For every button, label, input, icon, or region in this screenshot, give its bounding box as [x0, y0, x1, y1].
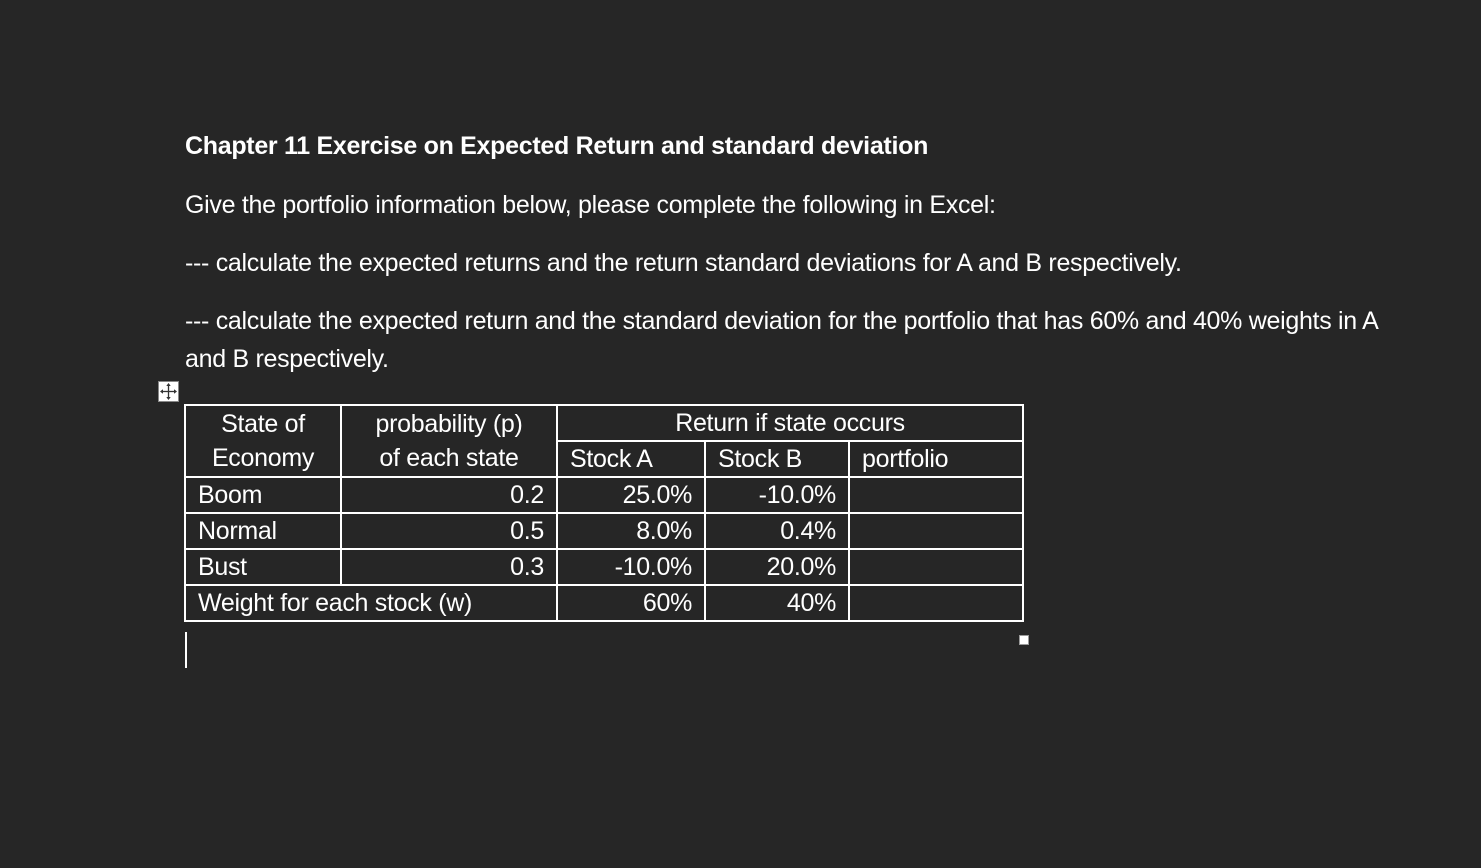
header-state-of-economy[interactable]: State of Economy: [184, 404, 342, 478]
table-row: Normal 0.5 8.0% 0.4%: [184, 512, 1024, 550]
cell-portfolio[interactable]: [848, 476, 1024, 514]
cell-stock-b[interactable]: 0.4%: [704, 512, 850, 550]
table-row: Bust 0.3 -10.0% 20.0%: [184, 548, 1024, 586]
header-portfolio[interactable]: portfolio: [848, 440, 1024, 478]
document-body: Chapter 11 Exercise on Expected Return a…: [185, 128, 1385, 378]
cell-stock-a[interactable]: 25.0%: [556, 476, 706, 514]
instruction-paragraph: Give the portfolio information below, pl…: [185, 191, 996, 219]
cell-stock-b[interactable]: 20.0%: [704, 548, 850, 586]
table-move-icon[interactable]: [158, 381, 179, 402]
header-return-group[interactable]: Return if state occurs: [556, 404, 1024, 442]
portfolio-table[interactable]: State of Economy probability (p) of each…: [184, 404, 1024, 622]
header-stock-b[interactable]: Stock B: [704, 440, 850, 478]
cell-weight-label[interactable]: Weight for each stock (w): [184, 584, 558, 622]
cell-stock-a[interactable]: 8.0%: [556, 512, 706, 550]
cell-portfolio[interactable]: [848, 512, 1024, 550]
text-cursor: [185, 632, 187, 668]
header-prob-line2: of each state: [379, 444, 519, 472]
table-row: Boom 0.2 25.0% -10.0%: [184, 476, 1024, 514]
cell-probability[interactable]: 0.5: [340, 512, 558, 550]
header-state-line2: Economy: [211, 444, 315, 472]
cell-stock-b[interactable]: -10.0%: [704, 476, 850, 514]
cell-state[interactable]: Boom: [184, 476, 342, 514]
table-header-row: State of Economy probability (p) of each…: [184, 404, 1024, 478]
table-resize-icon[interactable]: [1019, 635, 1029, 645]
weights-row: Weight for each stock (w) 60% 40%: [184, 584, 1024, 622]
document-title: Chapter 11 Exercise on Expected Return a…: [185, 132, 929, 160]
header-stock-a[interactable]: Stock A: [556, 440, 706, 478]
task-paragraph-1: --- calculate the expected returns and t…: [185, 249, 1182, 277]
cell-weight-portfolio[interactable]: [848, 584, 1024, 622]
task-paragraph-2: --- calculate the expected return and th…: [185, 307, 1378, 373]
cell-probability[interactable]: 0.2: [340, 476, 558, 514]
header-state-line1: State of: [221, 410, 305, 438]
cell-state[interactable]: Bust: [184, 548, 342, 586]
header-prob-line1: probability (p): [375, 410, 523, 438]
header-probability[interactable]: probability (p) of each state: [340, 404, 558, 478]
cell-probability[interactable]: 0.3: [340, 548, 558, 586]
cell-portfolio[interactable]: [848, 548, 1024, 586]
cell-weight-stock-b[interactable]: 40%: [704, 584, 850, 622]
cell-weight-stock-a[interactable]: 60%: [556, 584, 706, 622]
cell-stock-a[interactable]: -10.0%: [556, 548, 706, 586]
cell-state[interactable]: Normal: [184, 512, 342, 550]
table-subheader-row: Stock A Stock B portfolio: [185, 440, 1024, 478]
